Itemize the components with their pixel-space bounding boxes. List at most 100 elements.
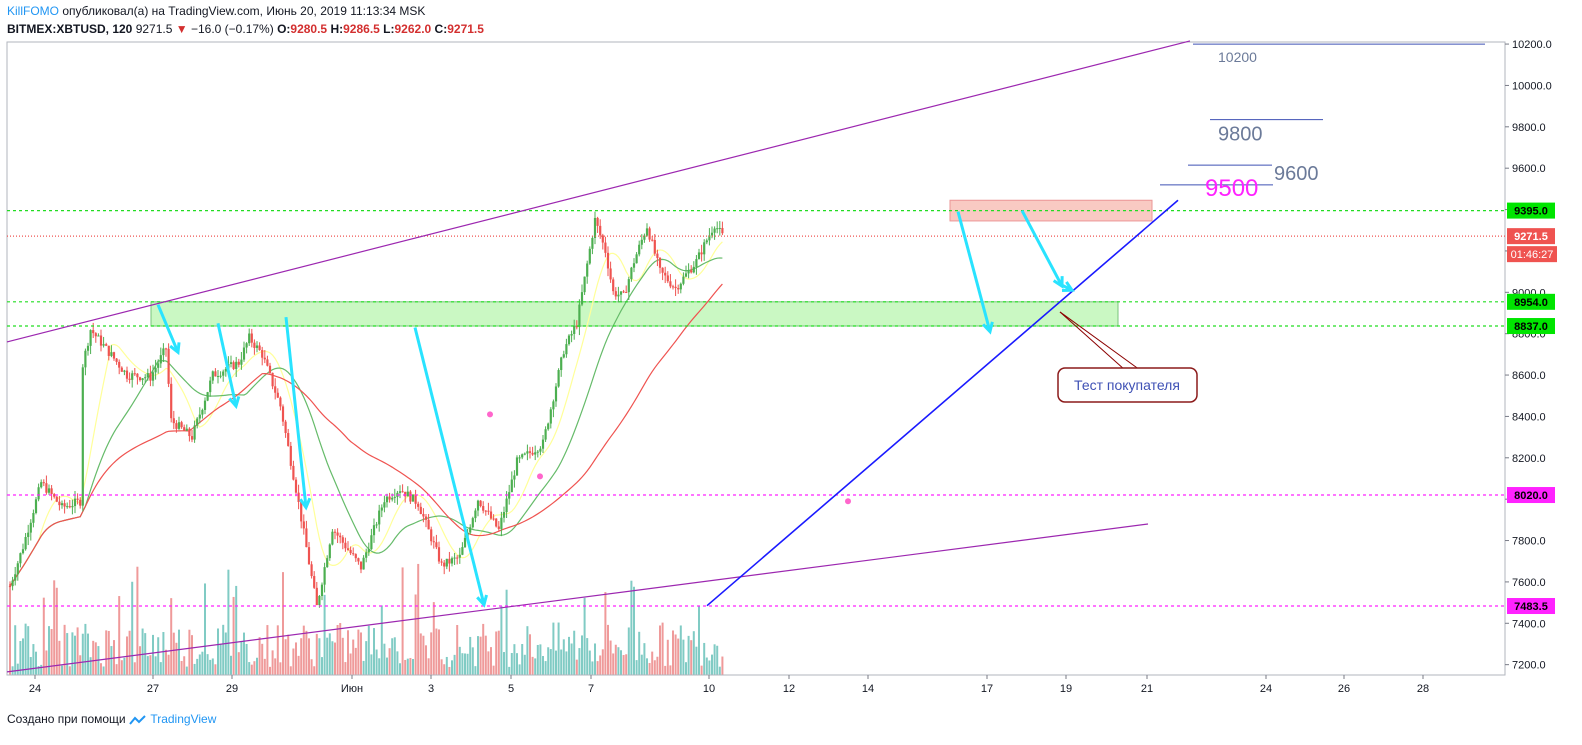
candle-body [427, 519, 430, 530]
volume-bar [126, 636, 128, 675]
countdown-label: 01:46:27 [1511, 249, 1554, 261]
candle-body [34, 499, 38, 513]
candle-body [305, 528, 308, 548]
volume-bar [22, 638, 24, 675]
candle-body [185, 428, 188, 431]
volume-bar [661, 622, 664, 675]
volume-bar [518, 664, 521, 675]
volume-bar [27, 626, 30, 675]
candle-body [354, 554, 357, 559]
candle-body [79, 499, 82, 506]
volume-bar [154, 656, 157, 675]
volume-bar [508, 666, 511, 675]
volume-bar [79, 655, 82, 675]
x-tick-label: 3 [428, 683, 434, 695]
symbol-interval[interactable]: BITMEX:XBTUSD, 120 [7, 22, 133, 36]
callout-pointer [1059, 311, 1141, 371]
volume-bar [352, 639, 355, 675]
candle-body [315, 587, 318, 606]
candle-body [497, 526, 500, 529]
volume-bar [716, 645, 719, 675]
volume-bar [679, 625, 682, 675]
volume-bar [687, 635, 690, 675]
volume-bar [224, 632, 227, 675]
volume-bar [328, 633, 331, 675]
price-chart[interactable]: 10200 9800 9600 9500 Тест покупателя 10200.… [0, 0, 1582, 705]
candle-body [627, 279, 630, 293]
volume-bar [152, 634, 154, 675]
candle-body [700, 252, 703, 255]
volume-bar [53, 580, 56, 675]
volume-bar [188, 629, 191, 675]
candle-body [32, 512, 35, 523]
cyan-arrow [216, 323, 238, 407]
volume-bar [227, 569, 230, 675]
volume-bar [318, 638, 321, 675]
candle-body [19, 553, 22, 564]
candle-body [448, 558, 451, 564]
author-link[interactable]: KillFOMO [7, 4, 59, 18]
x-tick-label: 5 [508, 683, 514, 695]
candle-body [16, 563, 19, 575]
volume-bar [313, 666, 316, 675]
volume-bar [521, 644, 524, 675]
candle-body [674, 286, 677, 289]
price-badge-label: 9395.0 [1514, 206, 1548, 218]
volume-bar [510, 653, 513, 675]
candle-body [81, 367, 84, 506]
volume-bar [258, 637, 261, 675]
volume-bar [105, 630, 108, 675]
candle-body [383, 502, 386, 508]
volume-bar [133, 662, 136, 675]
volume-bar [464, 653, 466, 675]
footer-brand[interactable]: TradingView [150, 712, 217, 726]
volume-bar [435, 628, 438, 675]
y-tick-label: 7600.0 [1512, 577, 1546, 589]
candle-body [661, 267, 664, 273]
volume-bar [310, 659, 313, 675]
candle-body [157, 363, 160, 368]
candle-body [50, 488, 53, 495]
candle-body [201, 409, 204, 415]
volume-bar [287, 634, 290, 675]
candle-body [510, 479, 513, 493]
volume-bar [594, 643, 596, 675]
volume-bar [110, 646, 113, 675]
volume-bar [354, 647, 357, 675]
candle-body [508, 492, 511, 499]
candle-body [583, 276, 586, 293]
candle-body [190, 436, 194, 440]
candle-body [268, 365, 272, 373]
volume-bar [9, 584, 11, 675]
candle-body [133, 373, 136, 375]
volume-bar [620, 650, 622, 675]
volume-bar [74, 635, 76, 675]
candle-body [482, 506, 485, 511]
candle-body [526, 451, 529, 454]
x-tick-label: 28 [1417, 683, 1429, 695]
volume-bar [269, 666, 271, 675]
candle-body [318, 596, 321, 606]
candle-body [643, 235, 646, 240]
candle-body [188, 428, 191, 437]
volume-bar [705, 657, 708, 675]
volume-bar [123, 657, 126, 675]
candle-body [27, 532, 30, 538]
candle-body [118, 361, 121, 368]
countdown-badge [1507, 246, 1557, 263]
candle-body [552, 401, 555, 410]
volume-bar [76, 627, 79, 675]
volume-bar [438, 629, 440, 675]
candle-body [523, 453, 526, 455]
candle-body [599, 225, 602, 236]
volume-bar [622, 655, 625, 675]
volume-bar [92, 640, 95, 675]
candle-body [216, 376, 220, 378]
candle-body [645, 228, 649, 236]
candle-body [21, 549, 25, 554]
y-tick-label: 7400.0 [1512, 618, 1546, 630]
volume-bar [279, 662, 282, 675]
volume-bar [305, 630, 308, 675]
candle-body [695, 259, 698, 267]
volume-bar [596, 661, 599, 675]
